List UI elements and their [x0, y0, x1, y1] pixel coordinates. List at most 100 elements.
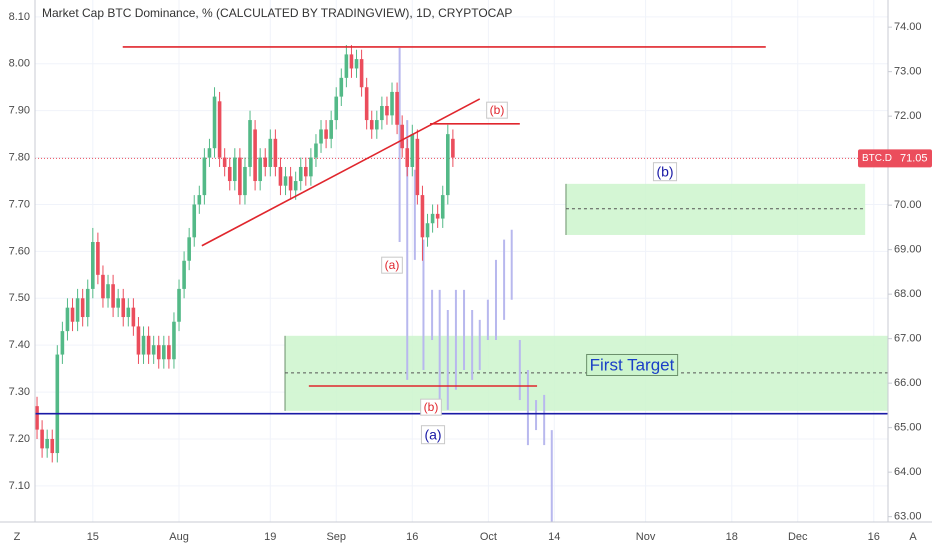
candle-body — [187, 237, 191, 261]
y2-tick-label: 64.00 — [894, 466, 922, 478]
x-tick-label: 14 — [548, 531, 560, 543]
candle-body — [177, 288, 181, 322]
candle-body — [430, 213, 435, 224]
candle-body — [273, 138, 278, 167]
candle-body — [319, 129, 323, 144]
candle-body — [314, 143, 318, 158]
candle-body — [243, 166, 247, 196]
y-tick-label: 7.30 — [9, 386, 30, 398]
candle-body — [354, 59, 359, 69]
candle-body — [172, 321, 176, 360]
candle-body — [167, 345, 171, 360]
candle-body — [451, 138, 455, 158]
y-tick-label: 8.10 — [9, 11, 30, 23]
candle-body — [369, 120, 374, 130]
x-tick-label: Aug — [169, 531, 189, 543]
candle-body — [70, 307, 75, 322]
annotation-label: (b) — [490, 103, 505, 117]
candle-body — [91, 242, 95, 289]
candle-body — [121, 298, 126, 318]
x-tick-label: Oct — [480, 531, 497, 543]
candle-body — [162, 345, 166, 360]
candle-body — [238, 157, 242, 196]
scale-button[interactable]: A — [909, 531, 917, 543]
candle-body — [50, 438, 55, 454]
candle-body — [202, 157, 207, 196]
candle-body — [217, 101, 222, 158]
label-box — [381, 256, 403, 274]
x-tick-label: 16 — [868, 531, 880, 543]
candle-body — [380, 105, 384, 121]
candle-body — [435, 213, 440, 219]
candle-body — [156, 345, 161, 360]
candle-body — [415, 138, 420, 196]
candle-body — [197, 195, 202, 205]
candle-body — [375, 120, 379, 130]
y2-tick-label: 68.00 — [894, 288, 922, 300]
candle-body — [141, 335, 146, 355]
candle-body — [222, 157, 227, 167]
candle-body — [329, 120, 333, 139]
candle-body — [400, 124, 404, 149]
candle-body — [395, 91, 399, 125]
annotation-label: First Target — [590, 355, 675, 374]
last-value-badge — [858, 149, 932, 168]
candle-body — [151, 345, 156, 355]
annotation-label: (a) — [385, 258, 400, 272]
candle-body — [390, 91, 394, 116]
y-tick-label: 7.10 — [9, 480, 30, 492]
candle-body — [420, 195, 425, 238]
candle-body — [405, 148, 410, 167]
scale-button[interactable]: Z — [14, 531, 21, 543]
y2-tick-label: 73.00 — [894, 66, 922, 78]
candle-body — [440, 195, 445, 219]
label-box — [486, 101, 508, 119]
candle-body — [339, 77, 344, 97]
y-tick-label: 8.00 — [9, 58, 30, 70]
target-box — [565, 183, 866, 235]
x-tick-label: 19 — [264, 531, 276, 543]
candle-body — [106, 284, 110, 299]
candle-body — [96, 242, 100, 275]
candle-body — [263, 157, 268, 167]
candle-body — [233, 157, 237, 182]
candle-body — [309, 157, 313, 177]
candle-body — [131, 307, 136, 327]
annotation-label: (b) — [656, 164, 673, 180]
last-symbol: BTC.D — [862, 153, 892, 164]
candle-body — [111, 284, 115, 308]
candle-body — [288, 176, 293, 191]
candle-body — [116, 298, 120, 308]
candle-body — [258, 157, 262, 182]
y-tick-label: 7.20 — [9, 433, 30, 445]
candle-body — [207, 148, 212, 158]
candle-body — [45, 438, 49, 449]
candle-body — [268, 138, 273, 167]
candle-body — [364, 87, 369, 121]
y-tick-label: 7.40 — [9, 339, 30, 351]
candle-body — [192, 204, 197, 238]
y2-tick-label: 65.00 — [894, 422, 922, 434]
grid — [35, 0, 888, 522]
y-tick-label: 7.90 — [9, 105, 30, 117]
candle-body — [344, 54, 349, 78]
y2-tick-label: 66.00 — [894, 377, 922, 389]
x-tick-label: Dec — [788, 531, 808, 543]
label-box — [652, 162, 678, 182]
candle-body — [136, 326, 141, 355]
candle-body — [283, 176, 288, 186]
x-tick-label: 18 — [726, 531, 738, 543]
candle-body — [65, 307, 70, 332]
candle-body — [40, 429, 44, 449]
candle-body — [75, 298, 80, 322]
y-tick-label: 7.60 — [9, 245, 30, 257]
y2-tick-label: 74.00 — [894, 21, 922, 33]
candle-body — [253, 129, 257, 182]
x-tick-label: 16 — [406, 531, 418, 543]
x-tick-label: Sep — [326, 531, 346, 543]
candle-body — [334, 96, 339, 121]
y2-tick-label: 63.00 — [894, 511, 922, 523]
x-tick-label: 15 — [87, 531, 99, 543]
